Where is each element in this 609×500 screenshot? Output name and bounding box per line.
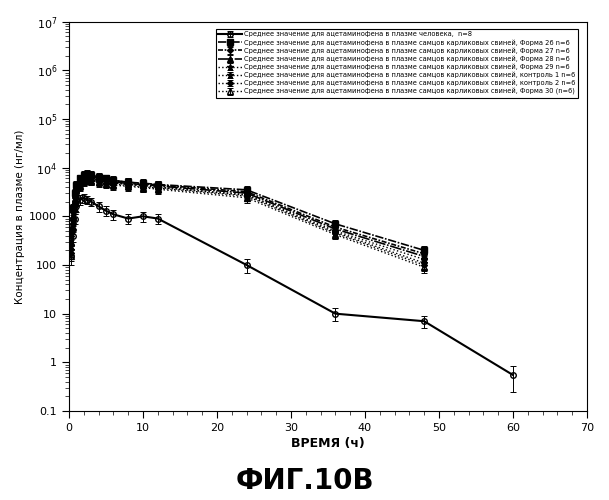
Y-axis label: Концентрация в плазме (нг/мл): Концентрация в плазме (нг/мл) — [15, 129, 25, 304]
Legend: Среднее значение для ацетаминофена в плазме человека,  n=8, Среднее значение для: Среднее значение для ацетаминофена в пла… — [216, 29, 579, 98]
X-axis label: ВРЕМЯ (ч): ВРЕМЯ (ч) — [291, 437, 365, 450]
Text: ФИГ.10В: ФИГ.10В — [235, 467, 374, 495]
